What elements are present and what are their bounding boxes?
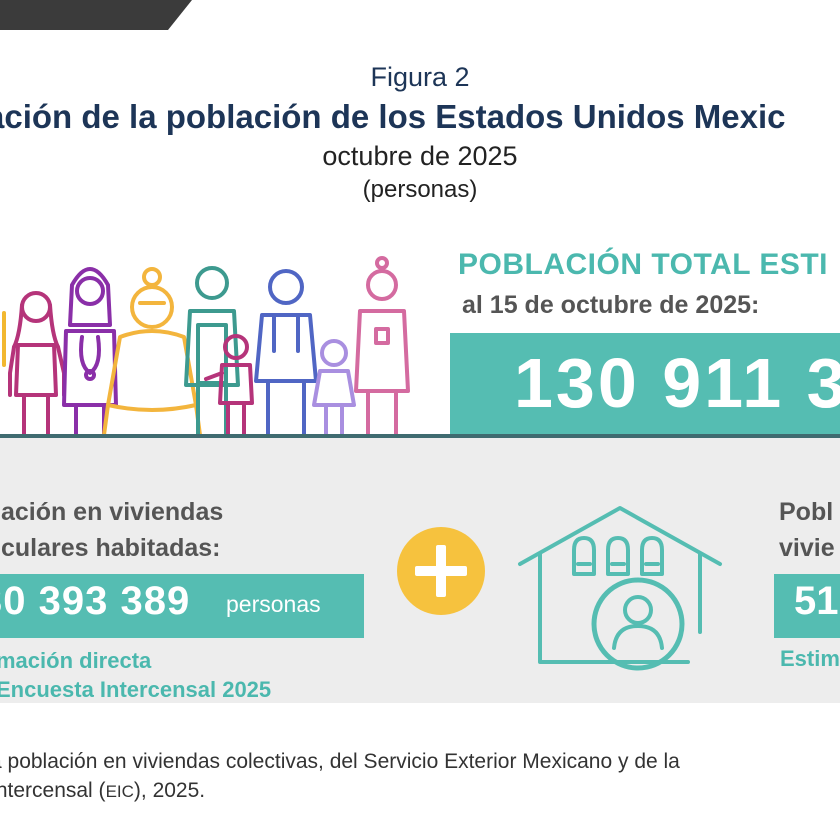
private-dwellings-heading-line2: iculares habitadas:	[0, 534, 221, 562]
collective-dwellings-value: 51	[794, 579, 839, 623]
house-icon	[518, 506, 722, 671]
private-dwellings-note-line1: mación directa	[0, 648, 152, 673]
total-population-heading: POBLACIÓN TOTAL ESTI	[458, 248, 829, 281]
private-dwellings-unit: personas	[226, 591, 321, 617]
collective-dwellings-heading-line2: vivie	[779, 534, 835, 562]
private-dwellings-note-line2: Encuesta Intercensal 2025	[0, 677, 272, 702]
private-dwellings-box: 30 393 389 personas	[0, 574, 364, 638]
private-dwellings-heading: lación en viviendas iculares habitadas:	[0, 494, 223, 566]
collective-dwellings-note: Estim	[780, 646, 840, 671]
private-dwellings-heading-line1: lación en viviendas	[0, 498, 224, 526]
private-dwellings-note: mación directa Encuesta Intercensal 2025	[0, 646, 271, 704]
figure-units: (personas)	[362, 176, 478, 203]
footnote-line2: Intercensal (EIC), 2025.	[0, 776, 680, 806]
footnote-line2-post: ), 2025.	[133, 779, 206, 802]
collective-dwellings-heading-line1: Pobl	[779, 498, 834, 526]
total-population-box: 130 911 3	[450, 333, 840, 435]
collective-dwellings-heading: Pobl vivie	[779, 494, 835, 566]
figure-title: ación de la población de los Estados Uni…	[0, 98, 786, 135]
total-population-value: 130 911 3	[514, 344, 840, 422]
private-dwellings-value: 30 393 389	[0, 579, 191, 623]
ground-divider	[0, 434, 840, 438]
footnote-abbr: EIC	[105, 782, 134, 801]
total-population-date: al 15 de octubre de 2025:	[462, 291, 760, 319]
footnote: a población en viviendas colectivas, del…	[0, 747, 680, 806]
collective-dwellings-box: 51	[774, 574, 840, 638]
corner-decoration	[0, 0, 192, 30]
footnote-line1: a población en viviendas colectivas, del…	[0, 750, 680, 773]
footnote-line2-pre: Intercensal (	[0, 779, 106, 802]
plus-icon	[397, 527, 485, 615]
figure-label: Figura 2	[370, 62, 470, 92]
people-illustration-icon	[2, 256, 410, 437]
figure-date: octubre de 2025	[322, 141, 518, 171]
